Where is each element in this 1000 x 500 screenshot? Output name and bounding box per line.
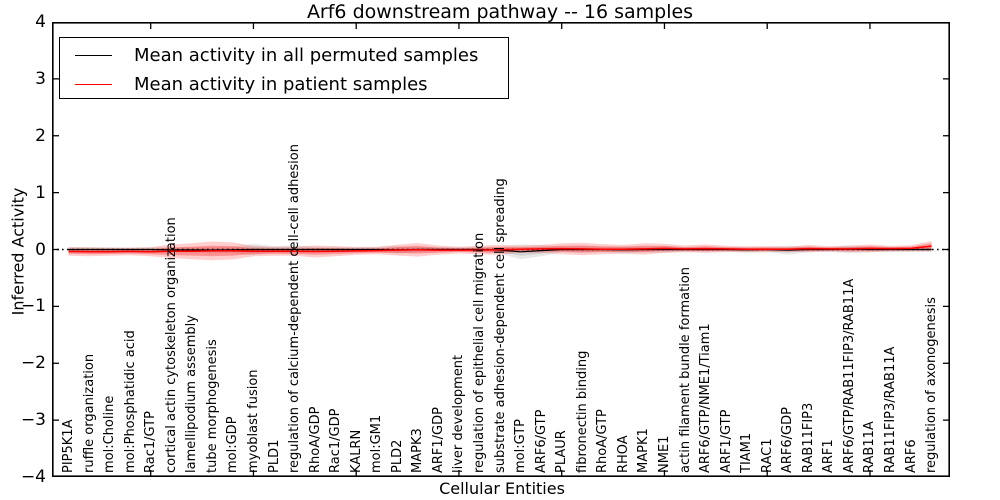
x-tick-label: RAB11FIP3 xyxy=(800,402,816,473)
x-tick-label: KALRN xyxy=(348,429,364,473)
permuted-line-sample xyxy=(75,54,112,56)
x-axis-label: Cellular Entities xyxy=(439,479,565,498)
x-tick-label: RAB11FIP3/RAB11A xyxy=(883,346,898,473)
x-tick-label: PLD2 xyxy=(389,439,405,473)
x-tick-label: MAPK3 xyxy=(410,428,426,473)
x-tick-label: RAB11A xyxy=(862,421,878,473)
x-tick-label: ARF6/GTP/RAB11FIP3/RAB11A xyxy=(841,278,857,473)
x-tick-label: ARF6/GTP xyxy=(533,409,549,473)
x-tick-label: RhoA/GTP xyxy=(595,409,611,473)
x-tick-label: regulation of axonogenesis xyxy=(924,297,940,473)
x-tick-label: ARF1 xyxy=(821,439,837,473)
x-tick-label: liver development xyxy=(451,354,467,473)
legend-item-patient: Mean activity in patient samples xyxy=(60,73,428,95)
y-tick-label: 2 xyxy=(35,125,46,146)
x-tick-label: Rac1/GDP xyxy=(328,408,344,473)
legend-label: Mean activity in patient samples xyxy=(134,73,428,95)
x-tick-label: ruffle organization xyxy=(81,353,97,473)
x-tick-label: ARF6/GDP xyxy=(780,407,796,473)
patient-mean-line xyxy=(68,245,932,253)
x-tick-label: mol:GM1 xyxy=(369,414,385,473)
x-tick-label: actin filament bundle formation xyxy=(677,267,693,473)
y-tick-label: 1 xyxy=(35,182,46,203)
x-tick-label: ARF1/GTP xyxy=(718,409,734,473)
x-tick-label: PLD1 xyxy=(266,439,282,473)
y-tick-label: −4 xyxy=(20,467,46,487)
legend: Mean activity in all permuted samples Me… xyxy=(59,37,509,99)
x-tick-label: TIAM1 xyxy=(739,432,755,473)
x-tick-label: RhoA/GDP xyxy=(307,406,323,473)
plot-frame xyxy=(52,22,950,477)
x-tick-label: mol:Phosphatidic acid xyxy=(122,330,138,473)
x-tick-label: cortical actin cytoskeleton organization xyxy=(163,217,179,473)
x-tick-label: tube morphogenesis xyxy=(204,339,220,473)
plot-area xyxy=(52,22,950,477)
x-tick-label: NME1 xyxy=(656,435,672,473)
x-tick-label: ARF1/GDP xyxy=(430,407,446,473)
y-tick-label: 4 xyxy=(35,12,46,32)
x-tick-label: mol:Choline xyxy=(102,395,118,473)
x-tick-label: fibronectin binding xyxy=(574,350,590,473)
x-tick-label: RAC1 xyxy=(759,438,775,473)
x-tick-label: mol:GDP xyxy=(225,416,241,473)
x-tick-label: PIP5K1A xyxy=(61,419,76,473)
y-tick-label: −1 xyxy=(20,296,46,317)
x-tick-label: ARF6/GTP/NME1/Tiam1 xyxy=(698,323,714,473)
x-tick-label: regulation of calcium-dependent cell-cel… xyxy=(287,144,303,473)
x-tick-label: ARF6 xyxy=(903,439,919,473)
x-tick-label: PLAUR xyxy=(554,430,570,473)
y-tick-label: −2 xyxy=(20,353,46,374)
x-tick-label: Rac1/GTP xyxy=(143,411,159,473)
legend-label: Mean activity in all permuted samples xyxy=(134,44,479,66)
chart-canvas xyxy=(52,22,950,477)
x-tick-label: RHOA xyxy=(615,435,631,473)
band-outer-0 xyxy=(68,243,932,260)
x-tick-label: MAPK1 xyxy=(636,428,652,473)
x-tick-label: substrate adhesion-dependent cell spread… xyxy=(492,178,508,473)
patient-line-sample xyxy=(75,83,112,85)
chart-title: Arf6 downstream pathway -- 16 samples xyxy=(306,1,694,23)
x-tick-label: regulation of epithelial cell migration xyxy=(472,232,487,473)
x-tick-label: mol:GTP xyxy=(513,419,529,473)
x-tick-label: lamellipodium assembly xyxy=(184,315,200,473)
y-tick-label: 3 xyxy=(35,68,46,89)
y-tick-label: 0 xyxy=(35,239,46,260)
legend-item-permuted: Mean activity in all permuted samples xyxy=(60,44,479,66)
y-tick-label: −3 xyxy=(20,410,46,431)
x-tick-label: myoblast fusion xyxy=(245,369,261,473)
